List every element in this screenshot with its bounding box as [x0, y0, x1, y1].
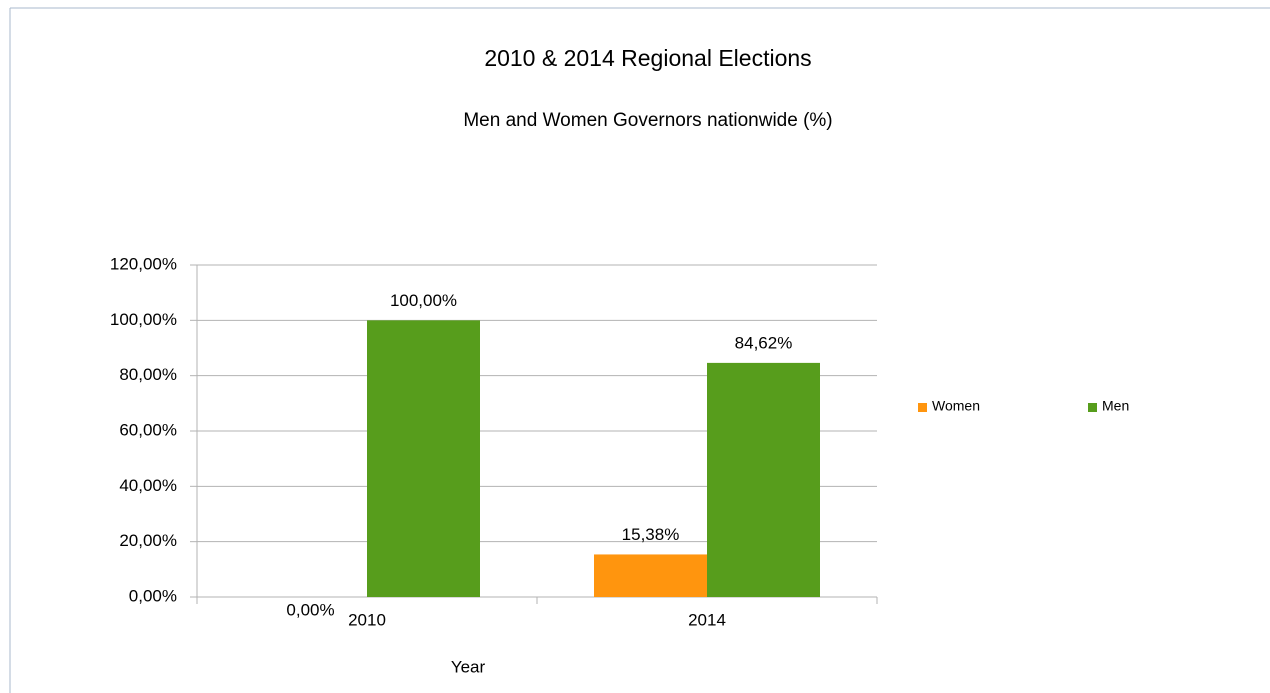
legend-label: Men: [1102, 398, 1129, 414]
value-label: 84,62%: [735, 333, 793, 352]
y-tick-label: 100,00%: [110, 310, 177, 329]
value-label: 15,38%: [622, 525, 680, 544]
legend-swatch: [1088, 403, 1097, 412]
x-tick-label: 2014: [688, 610, 726, 629]
x-axis-label: Year: [451, 657, 486, 676]
y-tick-label: 80,00%: [119, 365, 177, 384]
y-tick-label: 60,00%: [119, 420, 177, 439]
x-tick-label: 2010: [348, 610, 386, 629]
y-tick-label: 120,00%: [110, 254, 177, 273]
y-tick-label: 40,00%: [119, 476, 177, 495]
bar: [707, 362, 820, 597]
y-tick-label: 20,00%: [119, 531, 177, 550]
chart-title: 2010 & 2014 Regional Elections: [484, 45, 811, 71]
value-label: 0,00%: [286, 600, 334, 619]
chart-subtitle: Men and Women Governors nationwide (%): [463, 110, 832, 131]
legend-label: Women: [932, 398, 980, 414]
legend-swatch: [918, 403, 927, 412]
value-label: 100,00%: [390, 291, 457, 310]
bar: [594, 554, 707, 597]
bar: [367, 320, 480, 597]
y-tick-label: 0,00%: [129, 586, 177, 605]
